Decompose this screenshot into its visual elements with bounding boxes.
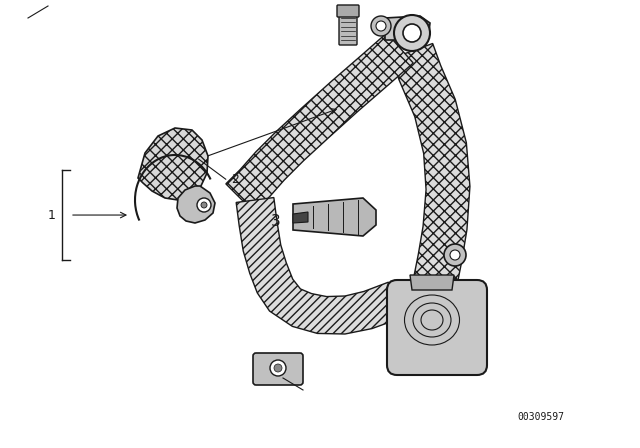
Text: 00309597: 00309597 (517, 412, 564, 422)
Text: 2: 2 (231, 172, 239, 186)
Circle shape (444, 244, 466, 266)
FancyBboxPatch shape (387, 280, 487, 375)
Polygon shape (226, 33, 413, 212)
Polygon shape (385, 16, 430, 40)
Circle shape (197, 198, 211, 212)
FancyBboxPatch shape (337, 5, 359, 17)
Circle shape (270, 360, 286, 376)
Polygon shape (293, 198, 376, 236)
Text: 3: 3 (270, 214, 280, 229)
Circle shape (371, 16, 391, 36)
Circle shape (201, 202, 207, 208)
FancyBboxPatch shape (339, 15, 357, 45)
Polygon shape (138, 128, 208, 200)
FancyBboxPatch shape (253, 353, 303, 385)
Circle shape (403, 24, 421, 42)
Circle shape (394, 15, 430, 51)
Polygon shape (236, 198, 401, 334)
Circle shape (450, 250, 460, 260)
Polygon shape (391, 43, 470, 310)
Polygon shape (293, 212, 308, 223)
Polygon shape (177, 186, 215, 223)
Circle shape (274, 364, 282, 372)
Polygon shape (410, 275, 454, 290)
Circle shape (376, 21, 386, 31)
Text: 1: 1 (48, 208, 56, 222)
